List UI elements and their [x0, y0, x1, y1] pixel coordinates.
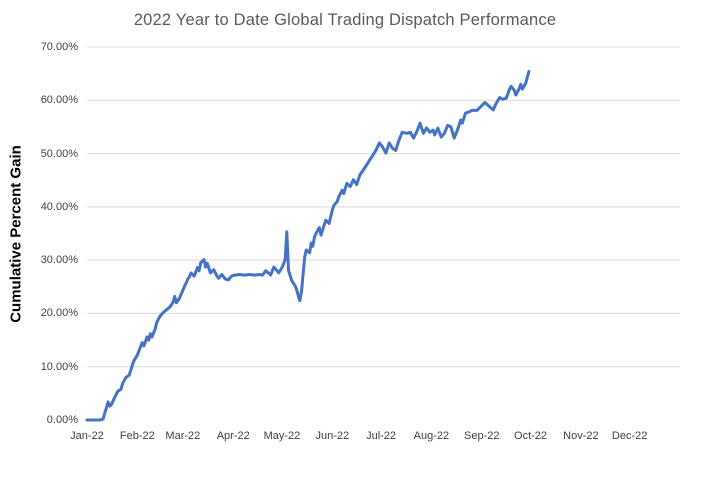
- x-tick-label: Jun-22: [315, 430, 350, 442]
- x-tick-label: Sep-22: [464, 430, 500, 442]
- x-tick-label: Oct-22: [514, 430, 548, 442]
- performance-line: [85, 70, 531, 422]
- y-tick-label: 10.00%: [40, 360, 78, 373]
- y-axis-title: Cumulative Percent Gain: [7, 145, 25, 323]
- y-tick-label: 40.00%: [40, 200, 78, 213]
- x-tick-label: Jul-22: [366, 430, 397, 442]
- x-tick-label: Mar-22: [165, 430, 201, 442]
- chart-title: 2022 Year to Date Global Trading Dispatc…: [133, 11, 557, 29]
- y-tick-label: 0.00%: [46, 414, 78, 426]
- y-tick-label: 60.00%: [40, 94, 78, 107]
- y-tick-label: 20.00%: [40, 307, 78, 320]
- x-tick-label: Aug-22: [413, 430, 450, 442]
- x-tick-label: Apr-22: [216, 430, 250, 442]
- x-tick-label: Dec-22: [611, 430, 648, 442]
- x-tick-label: May-22: [263, 430, 301, 442]
- y-tick-label: 70.00%: [40, 41, 78, 53]
- y-tick-label: 30.00%: [40, 254, 78, 267]
- y-tick-label: 50.00%: [40, 147, 78, 160]
- x-tick-label: Feb-22: [119, 430, 155, 442]
- x-tick-label: Jan-22: [70, 430, 104, 442]
- x-tick-label: Nov-22: [563, 430, 599, 442]
